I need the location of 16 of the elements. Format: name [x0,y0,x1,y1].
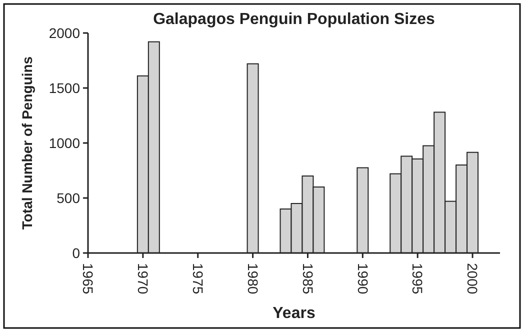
y-tick-label: 2000 [48,24,80,41]
y-tick-label: 1000 [48,134,80,151]
y-axis-title: Total Number of Penguins [19,56,35,230]
x-tick-label: 1985 [300,263,316,294]
chart-title: Galapagos Penguin Population Sizes [153,11,436,28]
x-tick-label: 1975 [190,263,206,294]
x-tick-label: 2000 [464,263,481,294]
x-tick-label: 1995 [410,263,426,294]
y-tick-label: 1500 [48,80,80,96]
y-tick-label: 0 [72,244,80,261]
x-tick-label: 1965 [80,263,96,294]
x-tick-label: 1970 [135,263,152,294]
x-tick-label: 1980 [244,263,261,294]
y-tick-label: 500 [56,190,80,206]
x-tick-label: 1990 [354,263,371,294]
x-axis-title: Years [272,305,316,322]
